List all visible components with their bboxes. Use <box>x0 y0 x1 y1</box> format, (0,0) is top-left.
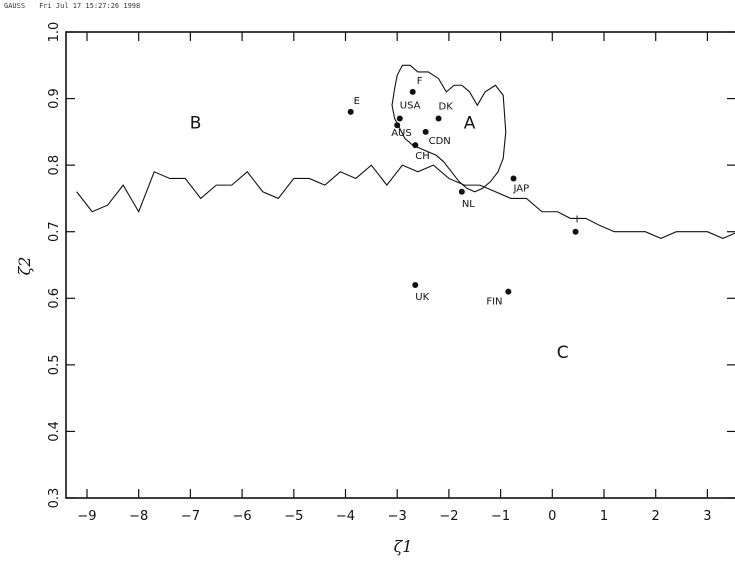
data-point <box>510 175 517 182</box>
plot-header: GAUSS Fri Jul 17 15:27:26 1998 <box>4 2 154 10</box>
region-label: A <box>464 114 476 134</box>
data-point <box>412 281 419 288</box>
point-label: DK <box>439 102 454 113</box>
boundary-line <box>76 164 735 239</box>
point-label: I <box>576 215 579 226</box>
point-label: USA <box>400 101 421 112</box>
data-point <box>409 88 416 95</box>
program-name: GAUSS <box>4 2 26 10</box>
point-label: CH <box>415 151 430 162</box>
point-label: NL <box>462 199 475 210</box>
y-tick-label: 0.8 <box>47 155 62 176</box>
y-tick-label: 0.3 <box>47 488 62 509</box>
point-label: JAP <box>513 183 530 194</box>
data-point <box>572 228 579 235</box>
x-tick-label: 3 <box>703 509 711 524</box>
x-tick-label: −8 <box>129 509 148 524</box>
point-label: UK <box>415 292 429 303</box>
y-tick-label: 0.9 <box>47 88 62 109</box>
y-tick-label: 0.4 <box>47 421 62 442</box>
x-tick-label: −7 <box>181 509 200 524</box>
y-tick-label: 0.7 <box>47 221 62 242</box>
y-tick-label: 1.0 <box>47 22 62 43</box>
data-point <box>458 188 465 195</box>
data-point <box>435 115 442 122</box>
region-label: B <box>190 114 202 134</box>
point-label: E <box>354 96 360 107</box>
data-point <box>347 108 354 115</box>
x-tick-label: −6 <box>233 509 252 524</box>
data-point <box>412 142 419 149</box>
region-labels: A B C <box>190 114 569 364</box>
data-point <box>422 128 429 135</box>
x-tick-label: −4 <box>336 509 355 524</box>
point-label: F <box>417 76 423 87</box>
x-axis-label: ζ1 <box>394 537 413 556</box>
x-tick-label: −5 <box>284 509 303 524</box>
y-tick-label: 0.5 <box>47 355 62 376</box>
region-label: C <box>557 343 569 363</box>
point-label: CDN <box>429 136 451 147</box>
point-label: AUS <box>391 128 412 139</box>
data-point <box>394 122 401 129</box>
data-point <box>505 288 512 295</box>
x-tick-label: 0 <box>548 509 556 524</box>
x-tick-label: −3 <box>388 509 407 524</box>
x-tick-label: −9 <box>77 509 96 524</box>
curves <box>76 64 735 239</box>
data-points: E F USA DK AUS CDN CH NL JAP I UK FIN <box>347 76 579 308</box>
point-label: FIN <box>486 297 502 308</box>
plot-timestamp: Fri Jul 17 15:27:26 1998 <box>39 2 141 10</box>
x-tick-label: 2 <box>652 509 660 524</box>
x-tick-label: 1 <box>600 509 608 524</box>
x-tick-label: −1 <box>491 509 510 524</box>
data-point <box>396 115 403 122</box>
y-axis-label: ζ2 <box>15 257 34 276</box>
cluster-outline <box>391 64 507 193</box>
axes: −9−8−7−6−5−4−3−2−1012340.30.40.50.60.70.… <box>47 22 735 524</box>
plot-frame <box>65 31 735 499</box>
y-tick-label: 0.6 <box>47 288 62 309</box>
x-tick-label: −2 <box>439 509 458 524</box>
